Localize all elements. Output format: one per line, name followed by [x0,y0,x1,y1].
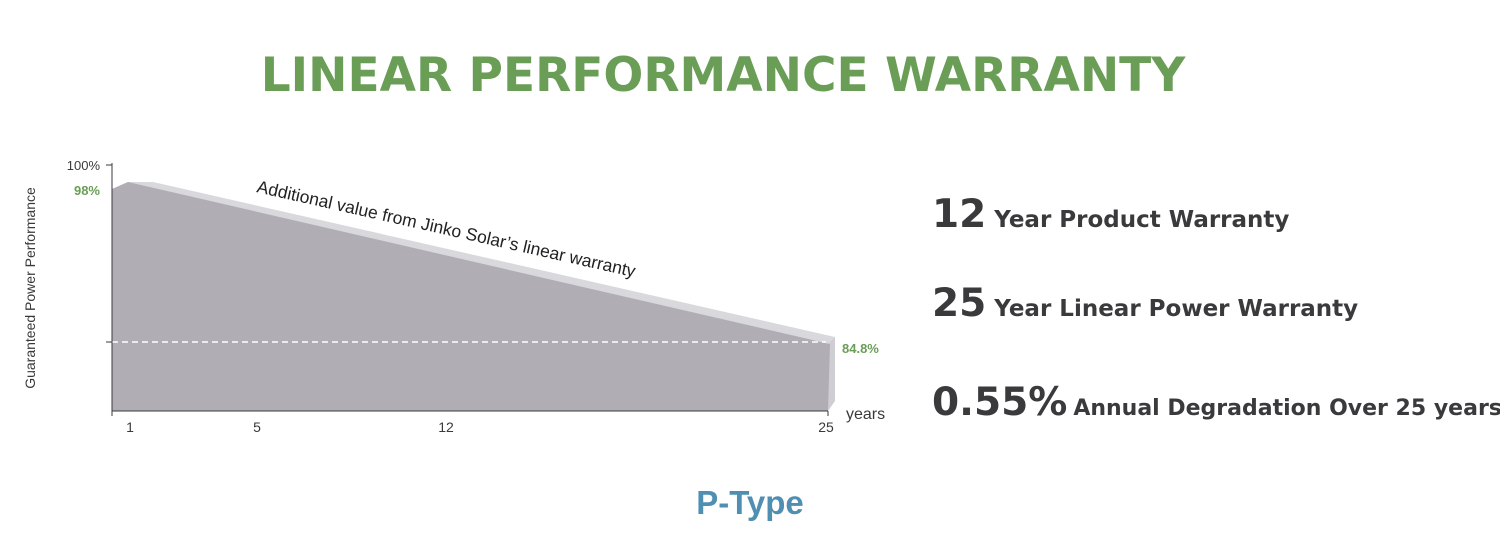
page-title: LINEAR PERFORMANCE WARRANTY [260,48,1186,103]
x-tick-label: 1 [126,419,134,435]
y-axis-title: Guaranteed Power Performance [22,187,38,389]
stat-power-warranty: 25 Year Linear Power Warranty [932,281,1358,326]
x-tick-label: 12 [438,419,454,435]
start-value-label: 98% [74,183,100,198]
stat-product-warranty: 12 Year Product Warranty [932,192,1289,237]
stat-text: Year Product Warranty [994,207,1290,233]
stat-number: 12 [932,192,987,237]
x-tick-label: 25 [818,419,834,435]
panel-type-label: P-Type [696,484,804,521]
stat-degradation: 0.55% Annual Degradation Over 25 years [932,380,1500,425]
stat-text: Year Linear Power Warranty [994,296,1359,322]
stat-number: 25 [932,281,987,326]
stat-number: 0.55% [932,380,1068,425]
area-side-face [828,337,835,411]
stat-text: Annual Degradation Over 25 years [1073,396,1500,421]
end-value-label: 84.8% [842,341,879,356]
x-tick-label: 5 [253,419,261,435]
y-label-top: 100% [67,158,101,173]
warranty-area [112,182,830,411]
warranty-chart: Guaranteed Power Performance 100% 98% 84… [22,158,885,435]
x-axis-title: years [846,406,885,423]
